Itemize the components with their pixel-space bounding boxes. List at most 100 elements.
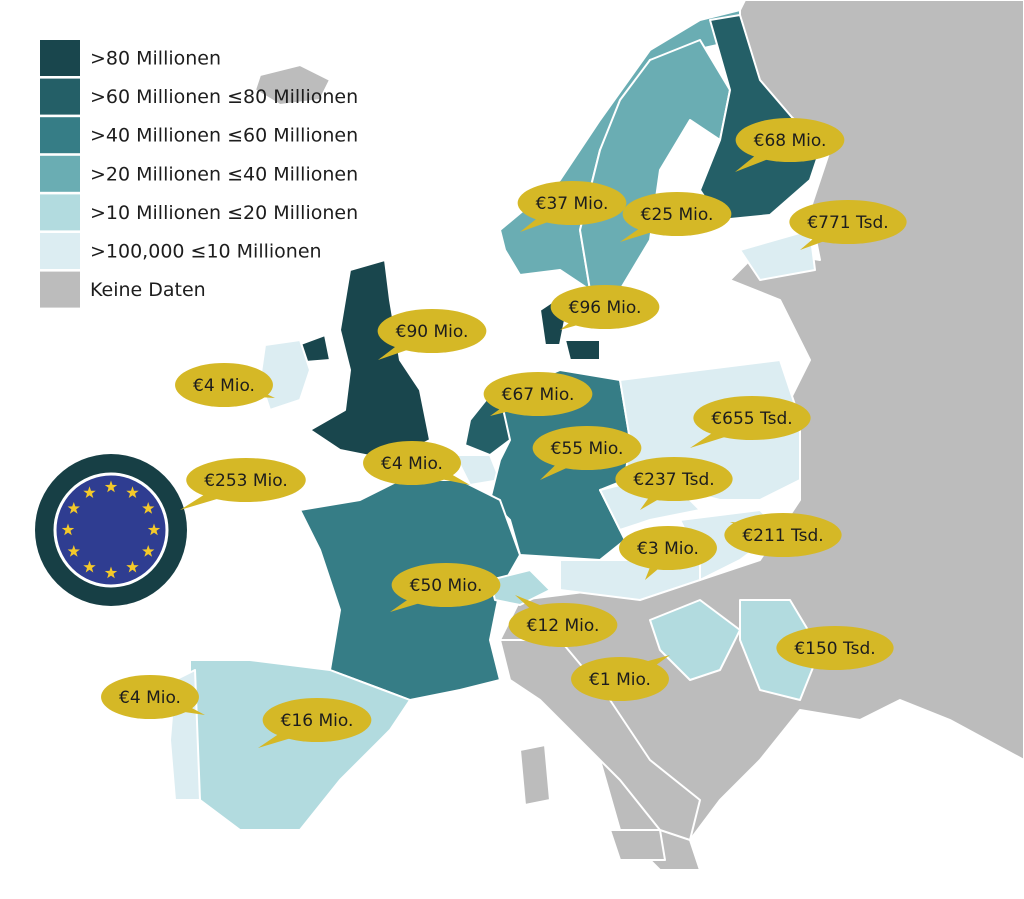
callout-label: €4 Mio. xyxy=(381,454,443,474)
callout-label: €12 Mio. xyxy=(527,616,600,636)
callout: €50 Mio. xyxy=(390,563,501,612)
legend-swatch xyxy=(40,117,80,154)
callout-label: €253 Mio. xyxy=(204,471,288,491)
star xyxy=(67,502,80,514)
callout-label: €68 Mio. xyxy=(754,131,827,151)
callout-label: €50 Mio. xyxy=(410,576,483,596)
star xyxy=(126,486,139,498)
legend-label: >20 Millionen ≤40 Millionen xyxy=(90,163,358,185)
callout-label: €4 Mio. xyxy=(193,376,255,396)
callout: €150 Tsd. xyxy=(776,626,894,670)
callouts: €68 Mio. €771 Tsd. €37 Mio. €25 Mio. €96 Mio… xyxy=(101,118,907,748)
star xyxy=(147,523,161,536)
callout: €237 Tsd. xyxy=(615,457,733,510)
star xyxy=(67,545,80,557)
star xyxy=(142,502,155,514)
eu-stars xyxy=(61,480,161,579)
legend-label: >80 Millionen xyxy=(90,48,221,70)
callout-bubble xyxy=(101,675,199,719)
callout: €211 Tsd. xyxy=(724,513,842,557)
star xyxy=(104,566,118,579)
callout-bubble xyxy=(391,563,501,607)
legend-label: Keine Daten xyxy=(90,279,206,301)
callout: €4 Mio. xyxy=(101,675,205,719)
denmark-islands xyxy=(564,339,601,361)
callout-bubble xyxy=(735,118,845,162)
legend-swatch xyxy=(40,78,80,115)
star xyxy=(61,523,75,536)
callout: €3 Mio. xyxy=(619,526,717,580)
callout: €771 Tsd. xyxy=(789,200,907,250)
legend-label: >40 Millionen ≤60 Millionen xyxy=(90,125,358,147)
eu-emblem xyxy=(35,454,187,606)
callout-label: €211 Tsd. xyxy=(742,526,823,546)
legend-swatch xyxy=(40,40,80,76)
sardinia xyxy=(519,744,551,806)
callout-bubble xyxy=(483,372,593,416)
callout-bubble xyxy=(622,192,732,236)
callout-label: €25 Mio. xyxy=(641,205,714,225)
callout-bubble xyxy=(724,513,842,557)
sweden xyxy=(579,39,731,291)
baltics xyxy=(739,229,816,281)
star xyxy=(126,560,139,573)
callout: €4 Mio. xyxy=(175,363,275,407)
callout-bubble xyxy=(175,363,273,407)
callout-bubble xyxy=(508,603,618,647)
star xyxy=(83,560,96,573)
callout-label: €90 Mio. xyxy=(396,322,469,342)
callout-bubble xyxy=(532,426,642,470)
eu-flag xyxy=(53,472,169,588)
star xyxy=(104,480,118,493)
legend-label: >100,000 ≤10 Millionen xyxy=(90,241,322,263)
callout: €90 Mio. xyxy=(377,309,487,360)
star xyxy=(142,545,155,557)
callout-label: €150 Tsd. xyxy=(794,639,875,659)
legend-label: >10 Millionen ≤20 Millionen xyxy=(90,202,358,224)
callout-bubble xyxy=(619,526,717,570)
callout: €12 Mio. xyxy=(508,595,618,647)
callout-label: €67 Mio. xyxy=(502,385,575,405)
callout-label: €96 Mio. xyxy=(569,298,642,318)
callout: €16 Mio. xyxy=(258,698,372,748)
legend-swatch xyxy=(40,233,80,269)
callout: €1 Mio. xyxy=(571,655,670,701)
switzerland xyxy=(489,569,551,606)
sicily xyxy=(609,829,666,861)
callout-label: €237 Tsd. xyxy=(633,470,714,490)
callout-label: €771 Tsd. xyxy=(807,213,888,233)
callout: €4 Mio. xyxy=(363,441,470,485)
callout-label: €4 Mio. xyxy=(119,688,181,708)
callout: €96 Mio. xyxy=(550,285,660,330)
iceland xyxy=(254,64,331,106)
callout: €37 Mio. xyxy=(517,181,627,232)
callout: €55 Mio. xyxy=(532,426,642,480)
callout-label: €37 Mio. xyxy=(536,194,609,214)
legend: >80 Millionen >60 Millionen ≤80 Millionen… xyxy=(40,40,358,308)
callout-label: €1 Mio. xyxy=(589,670,651,690)
callout-bubble xyxy=(517,181,627,225)
callout-bubble xyxy=(550,285,660,329)
callout-label: €16 Mio. xyxy=(281,711,354,731)
croatia xyxy=(649,599,741,681)
callout: €67 Mio. xyxy=(483,372,593,416)
finland xyxy=(699,14,821,221)
callout-bubble xyxy=(571,657,669,701)
legend-swatch xyxy=(40,194,80,231)
callout-label: €55 Mio. xyxy=(551,439,624,459)
callout: €25 Mio. xyxy=(620,192,732,242)
callout-label: €3 Mio. xyxy=(637,539,699,559)
callout-bubble xyxy=(693,396,811,440)
callout: €253 Mio. xyxy=(180,458,306,510)
callout-bubble xyxy=(186,458,306,502)
star xyxy=(83,486,96,498)
legend-swatch xyxy=(40,155,80,192)
callout-bubble xyxy=(363,441,461,485)
callout-bubble xyxy=(776,626,894,670)
legend-label: >60 Millionen ≤80 Millionen xyxy=(90,86,358,108)
callout-bubble xyxy=(262,698,372,742)
callout: €655 Tsd. xyxy=(690,396,811,448)
callout-bubble xyxy=(377,309,487,353)
callout-label: €655 Tsd. xyxy=(711,409,792,429)
